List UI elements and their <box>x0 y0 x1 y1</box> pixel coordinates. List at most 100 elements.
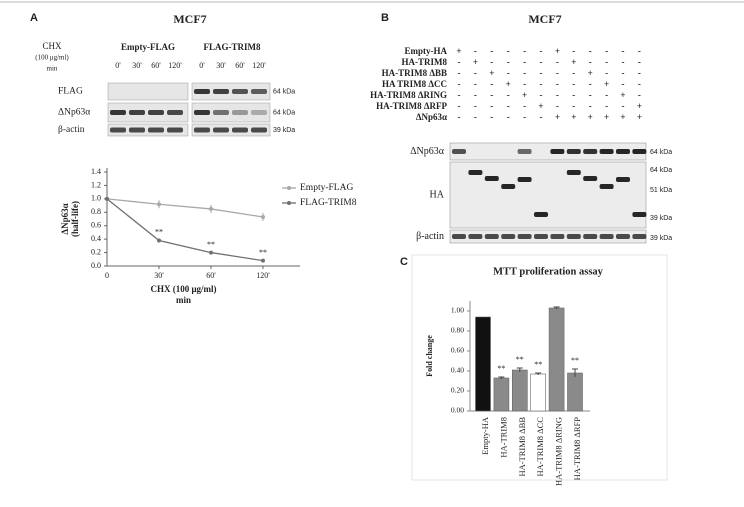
legend-swatch <box>287 186 291 190</box>
sign: - <box>589 46 592 56</box>
bar <box>567 372 583 412</box>
y-tick-label: 0.40 <box>451 366 464 375</box>
band <box>213 127 229 133</box>
x-tick-label: 30' <box>154 271 164 280</box>
series-line <box>106 198 264 262</box>
lane-label: 30' <box>132 61 142 70</box>
bar <box>530 373 547 412</box>
sign: - <box>540 57 543 67</box>
sign: - <box>523 112 526 122</box>
group-label: Empty-FLAG <box>121 42 175 52</box>
point <box>261 214 265 219</box>
point <box>209 250 213 255</box>
sign: - <box>638 57 641 67</box>
sign: - <box>474 112 477 122</box>
band <box>566 170 581 175</box>
panel-letter: C <box>400 256 408 268</box>
sign: + <box>604 112 609 122</box>
sign: - <box>622 68 625 78</box>
band <box>632 212 647 217</box>
y-axis-label: (half-life) <box>70 201 80 237</box>
sign: + <box>538 101 543 111</box>
sign: - <box>474 68 477 78</box>
sign: - <box>507 112 510 122</box>
band <box>129 110 145 115</box>
x-tick-label: HA-TRIM8 ΔCC <box>535 417 545 477</box>
sign: + <box>588 112 593 122</box>
band <box>550 234 565 239</box>
significance: ** <box>259 248 267 257</box>
band <box>599 234 614 239</box>
point <box>105 196 109 201</box>
y-tick-label: 0.6 <box>91 221 101 230</box>
sign: - <box>638 68 641 78</box>
sign: + <box>555 112 560 122</box>
row-label: ΔNp63α <box>416 112 447 122</box>
legend-label: FLAG-TRIM8 <box>300 198 357 208</box>
sign: - <box>622 46 625 56</box>
sign: - <box>507 90 510 100</box>
sign: - <box>458 101 461 111</box>
band <box>501 234 516 239</box>
sign: - <box>458 57 461 67</box>
row-label: HA-TRIM8 ΔBB <box>382 68 447 78</box>
sign: + <box>571 57 576 67</box>
lane-label: 60' <box>151 61 161 70</box>
chart-title: MTT proliferation assay <box>493 266 604 277</box>
sign: - <box>556 79 559 89</box>
sign: - <box>622 57 625 67</box>
significance: ** <box>207 240 215 249</box>
band <box>616 177 630 182</box>
panel-frame <box>411 254 668 481</box>
row-label: HA TRIM8 ΔCC <box>382 79 447 89</box>
blot <box>191 82 271 101</box>
band <box>550 149 565 154</box>
band <box>632 234 647 239</box>
point <box>157 238 161 243</box>
panel-letter: B <box>381 12 389 24</box>
row-label: ΔNp63α <box>58 108 90 118</box>
sign: - <box>605 101 608 111</box>
band <box>148 110 164 115</box>
significance: ** <box>534 360 542 369</box>
sign: - <box>507 46 510 56</box>
y-tick-label: 0.00 <box>451 406 464 415</box>
blot-label: HA <box>430 189 445 200</box>
sign: + <box>522 90 527 100</box>
y-tick-label: 0.80 <box>451 326 464 335</box>
panel-title: MCF7 <box>173 12 206 26</box>
lane-label: 120' <box>168 61 182 70</box>
band <box>110 127 126 133</box>
x-tick-label: HA-TRIM8 ΔRING <box>554 417 564 486</box>
sign: - <box>540 68 543 78</box>
sign: - <box>474 101 477 111</box>
sign: - <box>474 79 477 89</box>
sign: + <box>604 79 609 89</box>
blot <box>449 161 647 229</box>
band <box>616 234 630 239</box>
blot <box>107 82 189 101</box>
y-tick-label: 0.4 <box>91 234 101 243</box>
sign: - <box>523 57 526 67</box>
blot-label: β-actin <box>416 231 444 242</box>
marker-label: 64 kDa <box>273 109 295 116</box>
point <box>157 202 161 207</box>
band <box>583 176 598 181</box>
row-label: HA-TRIM8 ΔRFP <box>376 101 447 111</box>
band <box>194 89 210 94</box>
sign: - <box>622 79 625 89</box>
band <box>110 110 126 115</box>
sign: - <box>572 46 575 56</box>
bar <box>511 369 528 412</box>
sign: - <box>490 57 493 67</box>
band <box>167 127 183 133</box>
band <box>468 170 483 175</box>
band <box>251 110 267 115</box>
row-label: HA-TRIM8 <box>402 57 448 67</box>
panel-letter: A <box>30 12 38 24</box>
band <box>484 176 499 181</box>
sign: - <box>556 101 559 111</box>
blot <box>191 102 271 123</box>
treatment-label: min <box>47 65 58 73</box>
row-label: Empty-HA <box>405 46 448 56</box>
